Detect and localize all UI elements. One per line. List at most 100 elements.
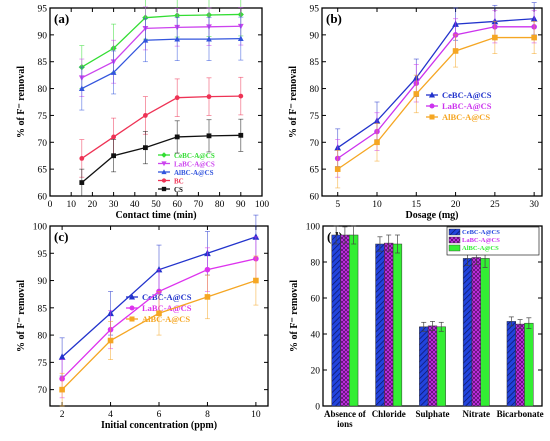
legend-label: CeBC-A@CS (174, 152, 215, 160)
category-label: Bicarbonate (497, 409, 544, 419)
legend-swatch (448, 236, 461, 244)
legend-swatch (448, 244, 461, 252)
y-tick-label: 75 (310, 112, 320, 122)
x-tick-label: 40 (130, 200, 140, 210)
bar-LaBC-A@CS (471, 257, 481, 407)
x-tick-label: 10 (372, 200, 382, 210)
series-line (81, 25, 241, 79)
y-tick-label: 60 (310, 193, 320, 203)
bar-LaBC-A@CS (340, 234, 350, 407)
data-point (79, 156, 85, 161)
x-tick-label: 30 (109, 200, 119, 210)
data-point (237, 35, 244, 42)
data-point (110, 69, 117, 75)
y-tick-label: 80 (311, 259, 321, 269)
y-tick-label: 65 (38, 166, 48, 176)
legend-marker (161, 152, 167, 158)
legend-marker (428, 91, 436, 98)
series-line (81, 13, 241, 68)
series-CS (79, 118, 244, 197)
y-axis-label: % of F⁻ removal (289, 280, 300, 352)
y-tick-label: 0 (315, 403, 320, 413)
x-tick-label: 70 (194, 200, 204, 210)
legend-label: CS (174, 186, 183, 194)
y-tick-label: 80 (38, 85, 48, 95)
data-point (107, 337, 114, 344)
legend-label: LaBC-A@CS (174, 161, 215, 169)
series-line (81, 37, 241, 90)
legend-marker (161, 178, 167, 183)
legend-label: AlBC-A@CS (462, 245, 499, 252)
y-tick-label: 85 (38, 304, 48, 314)
chart-panel-2: (c) 70 75 80 85 90 95 100 % of F⁻ removal 2 4 6 8 10 I… (16, 214, 269, 431)
chart-panel-1: (b) 60 65 70 75 80 85 90 95 % of F⁻ removal 5 10 15 2… (288, 2, 543, 221)
data-point (79, 180, 85, 185)
legend-label: AlBC-A@CS (142, 314, 190, 324)
y-tick-label: 90 (38, 31, 48, 41)
y-tick-label: 95 (310, 5, 320, 15)
data-point (206, 36, 212, 42)
data-point (58, 353, 66, 360)
x-tick-label: 15 (412, 200, 422, 210)
data-point (204, 294, 211, 300)
x-tick-label: 10 (251, 410, 261, 420)
legend-marker (161, 169, 167, 175)
y-tick-label: 95 (38, 250, 48, 260)
legend-label: CeBC-A@CS (442, 90, 492, 100)
category-label: Sulphate (415, 409, 449, 419)
x-tick-label: 80 (215, 200, 225, 210)
x-axis-label: Dosage (mg) (405, 210, 458, 221)
y-tick-label: 90 (310, 31, 320, 41)
bar-CeBC-A@CS (506, 321, 516, 407)
x-tick-label: 0 (48, 200, 53, 210)
x-tick-label: 25 (490, 200, 500, 210)
data-point (238, 132, 244, 138)
panel-label: (a) (54, 11, 69, 26)
data-point (174, 134, 180, 140)
data-point (492, 34, 498, 41)
x-axis-label: Initial concentration (ppm) (101, 420, 217, 431)
y-tick-label: 75 (38, 359, 48, 369)
legend-label: LaBC-A@CS (442, 101, 492, 111)
legend-marker (129, 316, 135, 322)
bar-AlBC-A@CS (436, 326, 446, 407)
x-tick-label: 4 (108, 410, 113, 420)
x-tick-label: 30 (529, 200, 539, 210)
chart-panel-0: (a) 60 65 70 75 80 85 90 95 % of F⁻ removal 0 10 20 3… (16, 0, 269, 221)
legend-marker (161, 161, 167, 167)
legend-label: CeBC-A@CS (462, 229, 500, 236)
data-point (238, 93, 244, 99)
legend-label: AlBC-A@CS (174, 169, 214, 177)
data-point (531, 34, 537, 41)
bar-AlBC-A@CS (524, 322, 534, 407)
legend-swatch (448, 228, 461, 236)
y-tick-label: 60 (311, 295, 321, 305)
bar-LaBC-A@CS (384, 242, 394, 407)
y-tick-label: 40 (311, 331, 321, 341)
y-tick-label: 75 (38, 112, 48, 122)
series-AlBC-A@CS (334, 21, 537, 189)
panel-label: (c) (54, 229, 68, 244)
data-point (111, 134, 116, 140)
data-point (111, 153, 116, 159)
series-CeBC-A@CS (78, 0, 244, 89)
plot-frame (321, 7, 543, 197)
legend-label: AlBC-A@CS (442, 112, 490, 122)
x-tick-label: 90 (236, 200, 246, 210)
x-tick-label: 20 (88, 200, 98, 210)
y-tick-label: 100 (33, 223, 48, 233)
series-line (337, 26, 535, 159)
x-tick-label: 100 (255, 200, 270, 210)
series-AlBC-A@CS (59, 255, 259, 407)
x-tick-label: 50 (151, 200, 161, 210)
bar-CeBC-A@CS (331, 234, 341, 407)
y-tick-label: 70 (310, 139, 320, 149)
legend-box (446, 226, 540, 256)
series-line (337, 18, 535, 149)
data-point (206, 94, 212, 100)
y-tick-label: 100 (306, 223, 321, 233)
data-point (253, 277, 259, 284)
data-point (78, 85, 85, 91)
data-point (59, 386, 65, 393)
